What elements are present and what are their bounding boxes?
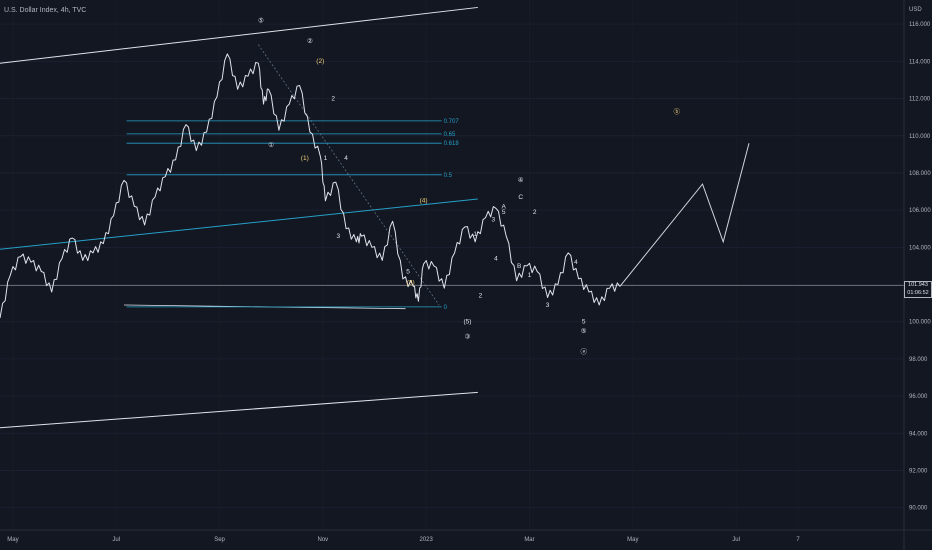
wave-label: 3 xyxy=(492,216,496,223)
wave-label: 5 xyxy=(582,319,586,326)
mid-trend-line xyxy=(0,198,478,250)
wave-label: 2 xyxy=(533,209,537,216)
current-price-badge: 101.943 01:06:52 xyxy=(904,281,932,298)
wave-label: B xyxy=(517,263,521,270)
wave-label: ① xyxy=(268,141,274,149)
wave-label: 1 xyxy=(528,272,532,279)
fib-level-label: 0.5 xyxy=(444,173,453,179)
wave-label: (1) xyxy=(301,155,309,162)
fib-level-label: 0 xyxy=(444,305,448,311)
upper-channel-line xyxy=(0,6,478,64)
y-tick-label: 108.000 xyxy=(909,171,931,177)
wave-label: 5 xyxy=(406,268,410,275)
wave-label: ④ xyxy=(518,176,524,184)
y-tick-label: 100.000 xyxy=(909,320,931,326)
y-tick-label: 98.000 xyxy=(909,357,928,363)
trend-channel-lines xyxy=(0,6,904,429)
wave-label: ⑤ xyxy=(258,16,264,24)
y-tick-label: 110.000 xyxy=(909,134,931,140)
chart-title: U.S. Dollar Index, 4h, TVC xyxy=(4,7,87,14)
wave-label: A xyxy=(501,203,506,210)
wave-label: (2) xyxy=(316,58,324,65)
wave-label: 3 xyxy=(546,302,550,309)
wave-label: 1 xyxy=(473,231,477,238)
x-tick-label: 7 xyxy=(796,537,800,543)
y-tick-label: 96.000 xyxy=(909,394,928,400)
price-line xyxy=(0,53,621,319)
wave-label: ⓑ xyxy=(673,107,680,115)
fib-level-label: 0.707 xyxy=(444,119,460,125)
wave-label: (3) xyxy=(407,280,415,287)
y-tick-label: 90.000 xyxy=(909,506,928,512)
projection-line xyxy=(619,143,750,287)
wave-label: 2 xyxy=(479,293,483,300)
price-grid xyxy=(0,23,904,509)
wave-label: 4 xyxy=(344,155,348,162)
bar-countdown: 01:06:52 xyxy=(907,289,929,296)
wave-label: 4 xyxy=(494,255,498,262)
y-tick-label: 112.000 xyxy=(909,97,931,103)
x-tick-label: Jul xyxy=(732,537,740,543)
x-tick-label: Jul xyxy=(112,537,120,543)
wave-label: (5) xyxy=(464,319,472,326)
fib-level-label: 0.618 xyxy=(444,141,460,147)
y-tick-label: 106.000 xyxy=(909,208,931,214)
wave-label: ② xyxy=(307,37,313,45)
time-axis[interactable]: May Jul Sep Nov 2023 Mar May Jul 7 xyxy=(0,529,932,543)
dashed-trend-line xyxy=(257,44,440,306)
y-tick-label: 94.000 xyxy=(909,431,928,437)
x-tick-label: Nov xyxy=(318,537,329,543)
wave-label: 5 xyxy=(502,209,506,216)
wave-label: ⑤ xyxy=(581,327,587,335)
x-tick-label: May xyxy=(627,537,638,543)
price-series xyxy=(0,53,750,319)
wave-label: C xyxy=(518,194,523,201)
y-tick-label: 116.000 xyxy=(909,22,931,28)
price-axis[interactable]: 116.000 114.000 112.000 110.000 108.000 106.0… xyxy=(903,0,931,550)
currency-label: USD xyxy=(909,7,922,13)
x-tick-label: Sep xyxy=(214,537,225,543)
wave-label: ⓐ xyxy=(580,347,587,355)
y-tick-label: 114.000 xyxy=(909,59,931,65)
lower-channel-line xyxy=(0,391,478,429)
wave-label: ③ xyxy=(465,332,471,340)
wave-label: 2 xyxy=(331,95,335,102)
x-tick-label: May xyxy=(7,537,18,543)
x-tick-label: Mar xyxy=(524,537,534,543)
x-tick-label: 2023 xyxy=(419,537,433,543)
y-tick-label: 92.000 xyxy=(909,468,928,474)
wave-label: 4 xyxy=(574,259,578,266)
wave-label: 1 xyxy=(324,155,328,162)
fib-level-label: 0.65 xyxy=(444,132,456,138)
wave-label: 3 xyxy=(337,233,341,240)
wave-label: (4) xyxy=(420,198,428,205)
y-tick-label: 104.000 xyxy=(909,245,931,251)
current-price-value: 101.943 xyxy=(908,282,928,288)
